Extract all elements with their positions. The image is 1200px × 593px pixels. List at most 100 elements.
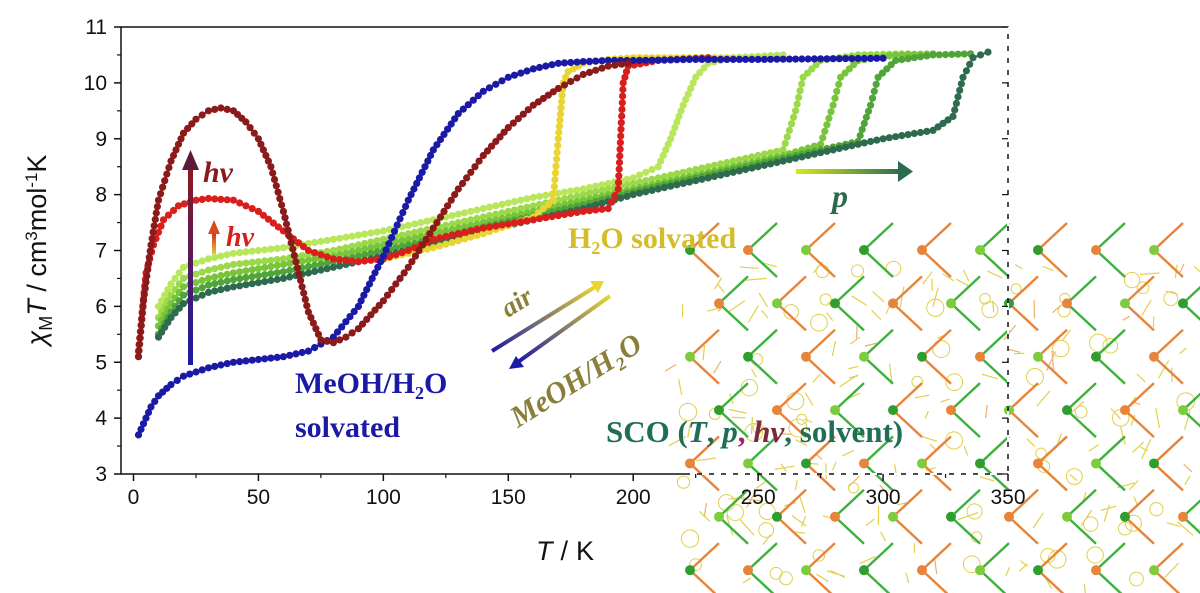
ligand-strand <box>859 555 877 565</box>
metal-node <box>830 405 840 416</box>
data-point <box>498 221 506 229</box>
data-point <box>294 239 302 247</box>
data-point <box>311 344 319 352</box>
data-point <box>517 205 525 213</box>
data-point <box>767 160 775 168</box>
data-point <box>179 274 188 282</box>
data-point <box>459 105 467 113</box>
ligand-strand <box>871 309 882 320</box>
data-point <box>567 187 575 195</box>
data-point <box>910 129 918 138</box>
data-point <box>767 55 775 63</box>
data-point <box>524 106 532 114</box>
data-point <box>677 107 685 115</box>
metal-node <box>888 405 898 416</box>
data-point <box>309 319 317 327</box>
data-point <box>429 146 437 154</box>
framework-bond <box>1008 488 1039 518</box>
data-point <box>433 141 441 149</box>
framework-bond <box>689 435 720 465</box>
ligand-strand <box>839 374 859 388</box>
ligand-strand <box>987 270 1003 279</box>
framework-bond <box>776 488 807 518</box>
data-point <box>810 55 819 63</box>
data-point <box>361 251 369 259</box>
data-point <box>623 175 631 183</box>
data-point <box>671 124 679 132</box>
data-point <box>555 128 563 137</box>
data-point <box>592 66 600 74</box>
framework-bond <box>776 275 807 305</box>
meoh-arrow <box>509 294 612 369</box>
data-point <box>354 246 362 255</box>
data-point <box>317 266 325 274</box>
data-point <box>261 257 269 265</box>
ligand-ring <box>810 313 828 332</box>
ligand-strand <box>1133 496 1138 505</box>
data-point <box>825 114 833 122</box>
data-point <box>517 69 525 77</box>
data-point <box>467 233 475 241</box>
metal-node <box>685 458 695 469</box>
ligand-strand <box>696 457 716 462</box>
metal-node <box>1178 298 1188 309</box>
data-point <box>544 200 552 208</box>
data-point <box>137 425 145 433</box>
ligand-strand <box>742 577 752 584</box>
data-point <box>898 132 906 140</box>
data-point <box>198 276 206 285</box>
data-point <box>371 306 379 314</box>
data-point <box>137 328 145 336</box>
ligand-strand <box>794 531 805 534</box>
data-point <box>357 297 365 305</box>
data-point <box>717 55 725 64</box>
data-point <box>692 73 700 81</box>
framework-bond <box>979 222 1010 251</box>
ligand-ring <box>758 502 776 520</box>
data-point <box>242 274 250 282</box>
data-point <box>392 244 400 252</box>
data-point <box>698 164 706 172</box>
data-point <box>411 228 419 236</box>
data-point <box>217 263 225 271</box>
framework-bond <box>805 355 836 385</box>
ligand-strand <box>664 364 677 372</box>
ligand-ring <box>926 298 945 317</box>
data-point <box>272 182 280 190</box>
data-point <box>379 235 387 243</box>
data-point <box>134 431 143 439</box>
data-point <box>621 73 629 81</box>
ligand-strand <box>750 368 757 378</box>
data-point <box>198 257 206 265</box>
data-point <box>304 308 312 316</box>
data-point <box>957 80 966 88</box>
ligand-strand <box>1069 473 1078 482</box>
framework-bond <box>718 409 749 438</box>
data-point <box>267 276 275 285</box>
y-tick-label: 11 <box>85 16 107 39</box>
ligand-strand <box>779 432 792 435</box>
ligand-strand <box>1176 521 1194 536</box>
ligand-strand <box>1132 441 1145 453</box>
ligand-ring <box>966 503 983 520</box>
data-point <box>436 234 444 242</box>
data-point <box>261 355 269 363</box>
data-point <box>304 246 312 255</box>
framework-bond <box>689 249 720 278</box>
data-point <box>348 232 356 240</box>
data-point <box>862 113 871 121</box>
ligand-strand <box>816 573 829 583</box>
data-point <box>684 90 692 98</box>
y-tick-label: 8 <box>95 184 107 207</box>
data-point <box>535 192 544 200</box>
data-point <box>151 397 159 405</box>
data-point <box>488 142 496 150</box>
data-point <box>217 361 225 369</box>
framework-bond <box>979 569 1007 593</box>
data-point <box>463 174 471 182</box>
data-point <box>254 355 262 364</box>
framework-bond <box>776 302 807 332</box>
data-point <box>154 228 163 236</box>
hv-arrow-small <box>208 220 220 254</box>
data-point <box>279 274 287 282</box>
